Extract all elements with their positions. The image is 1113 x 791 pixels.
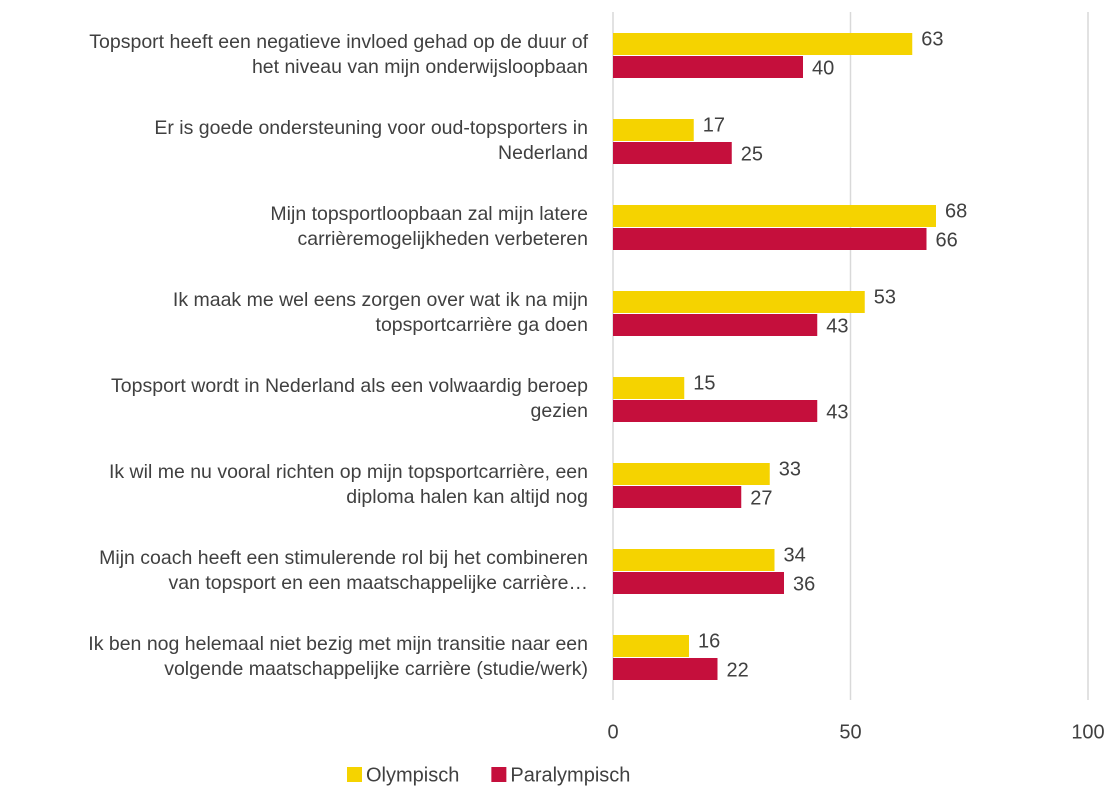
category-label: Mijn topsportloopbaan zal mijn latere ca… [270, 203, 588, 250]
category-label: Mijn coach heeft een stimulerende rol bi… [99, 547, 588, 594]
value-label: 40 [812, 57, 834, 79]
category-label: Ik maak me wel eens zorgen over wat ik n… [172, 289, 588, 336]
legend-label: Paralympisch [510, 764, 630, 786]
bar [613, 314, 818, 336]
bar [613, 486, 742, 508]
x-tick-label: 100 [1071, 721, 1104, 743]
value-label: 36 [793, 573, 815, 595]
category-label: Topsport wordt in Nederland als een volw… [111, 375, 588, 422]
category-label: Er is goede ondersteuning voor oud-topsp… [154, 117, 588, 164]
value-label: 22 [727, 659, 749, 681]
value-label: 33 [779, 458, 801, 480]
value-label: 15 [693, 372, 715, 394]
bar [613, 33, 913, 55]
bar [613, 377, 685, 399]
x-tick-label: 0 [607, 721, 618, 743]
bar [613, 56, 803, 78]
legend-swatch [491, 767, 507, 782]
bar [613, 658, 718, 680]
bar [613, 635, 689, 657]
value-label: 16 [698, 630, 720, 652]
bar [613, 572, 784, 594]
value-label: 17 [703, 114, 725, 136]
legend-swatch [347, 767, 362, 782]
value-label: 63 [921, 28, 943, 50]
category-label: Topsport heeft een negatieve invloed geh… [89, 31, 588, 78]
value-label: 34 [784, 544, 806, 566]
value-label: 68 [945, 200, 967, 222]
value-label: 53 [874, 286, 896, 308]
bar [613, 119, 694, 141]
bar [613, 291, 865, 313]
category-label: Ik ben nog helemaal niet bezig met mijn … [88, 633, 588, 680]
bar [613, 549, 775, 571]
bar [613, 463, 770, 485]
bar [613, 228, 927, 250]
value-label: 43 [826, 315, 848, 337]
value-label: 43 [826, 401, 848, 423]
category-label: Ik wil me nu vooral richten op mijn tops… [108, 461, 588, 508]
value-label: 25 [741, 143, 763, 165]
value-label: 66 [936, 229, 958, 251]
legend-label: Olympisch [366, 764, 459, 786]
bar [613, 400, 818, 422]
bar [613, 142, 732, 164]
bar [613, 205, 936, 227]
value-label: 27 [750, 487, 772, 509]
x-tick-label: 50 [839, 721, 861, 743]
